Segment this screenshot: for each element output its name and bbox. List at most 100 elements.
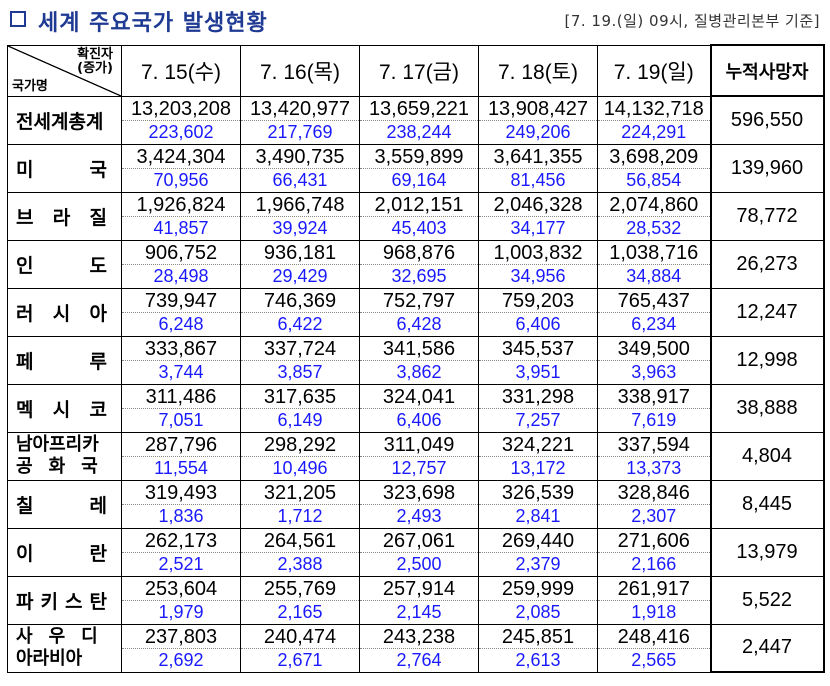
confirmed-cases: 324,041 — [360, 386, 478, 409]
daily-cell: 324,041 6,406 — [359, 383, 479, 433]
confirmed-cases: 267,061 — [360, 530, 478, 553]
daily-cell: 13,908,427 249,206 — [478, 95, 598, 145]
daily-cell: 333,867 3,744 — [121, 335, 241, 385]
new-cases: 13,373 — [626, 457, 682, 478]
new-cases: 1,712 — [277, 505, 323, 526]
confirmed-cases: 1,038,716 — [598, 242, 710, 265]
daily-cell: 968,876 32,695 — [359, 239, 479, 289]
new-cases: 32,695 — [391, 265, 447, 286]
daily-cell: 3,559,899 69,164 — [359, 143, 479, 193]
confirmed-cases: 243,238 — [360, 626, 478, 649]
confirmed-cases: 287,796 — [122, 434, 240, 457]
confirmed-cases: 248,416 — [598, 626, 710, 649]
confirmed-cases: 319,493 — [122, 482, 240, 505]
country-name: 전세계총계 — [7, 95, 122, 145]
new-cases: 3,744 — [158, 361, 204, 382]
daily-cell: 317,635 6,149 — [240, 383, 360, 433]
checkbox-square-icon — [10, 11, 26, 27]
daily-cell: 326,539 2,841 — [478, 479, 598, 529]
new-cases: 12,757 — [391, 457, 447, 478]
total-deaths: 596,550 — [709, 95, 825, 145]
daily-cell: 243,238 2,764 — [359, 623, 479, 673]
new-cases: 7,051 — [158, 409, 204, 430]
new-cases: 3,857 — [277, 361, 323, 382]
new-cases: 2,841 — [515, 505, 561, 526]
new-cases: 6,248 — [158, 313, 204, 334]
daily-cell: 271,606 2,166 — [597, 527, 711, 577]
daily-cell: 13,420,977 217,769 — [240, 95, 360, 145]
daily-cell: 267,061 2,500 — [359, 527, 479, 577]
total-deaths: 13,979 — [709, 527, 825, 577]
total-deaths: 12,998 — [709, 335, 825, 385]
new-cases: 223,602 — [148, 121, 214, 142]
table-row: 멕 시 코 311,486 7,051 317,635 6,149 324,041 6,406 3… — [7, 383, 825, 433]
covid-country-table: 확진자 (증가) 국가명 7. 15(수) 7. 16(목) 7. 17(금) 7… — [7, 44, 825, 673]
daily-cell: 3,490,735 66,431 — [240, 143, 360, 193]
confirmed-cases: 257,914 — [360, 578, 478, 601]
table-row: 칠 레 319,493 1,836 321,205 1,712 323,698 2,493 32… — [7, 479, 825, 529]
total-deaths-header: 누적사망자 — [709, 44, 825, 97]
daily-cell: 255,769 2,165 — [240, 575, 360, 625]
new-cases: 2,307 — [631, 505, 677, 526]
new-cases: 1,979 — [158, 601, 204, 622]
confirmed-cases: 331,298 — [479, 386, 597, 409]
new-cases: 7,619 — [631, 409, 677, 430]
total-deaths: 12,247 — [709, 287, 825, 337]
daily-cell: 13,659,221 238,244 — [359, 95, 479, 145]
new-cases: 34,884 — [626, 265, 682, 286]
confirmed-cases: 349,500 — [598, 338, 710, 361]
new-cases: 249,206 — [505, 121, 571, 142]
daily-cell: 324,221 13,172 — [478, 431, 598, 481]
daily-cell: 331,298 7,257 — [478, 383, 598, 433]
new-cases: 2,671 — [277, 649, 323, 670]
new-cases: 3,963 — [631, 361, 677, 382]
source-note: [7. 19.(일) 09시, 질병관리본부 기준] — [564, 12, 820, 30]
daily-cell: 237,803 2,692 — [121, 623, 241, 673]
confirmed-cases: 317,635 — [241, 386, 359, 409]
confirmed-cases: 2,046,328 — [479, 194, 597, 217]
corner-confirmed-label: 확진자 (증가) — [77, 46, 113, 76]
corner-country-label: 국가명 — [12, 78, 48, 94]
confirmed-cases: 968,876 — [360, 242, 478, 265]
new-cases: 6,428 — [396, 313, 442, 334]
page-title: 세계 주요국가 발생현황 — [38, 11, 268, 36]
confirmed-cases: 1,926,824 — [122, 194, 240, 217]
daily-cell: 1,966,748 39,924 — [240, 191, 360, 241]
confirmed-cases: 323,698 — [360, 482, 478, 505]
daily-cell: 345,537 3,951 — [478, 335, 598, 385]
new-cases: 2,165 — [277, 601, 323, 622]
daily-cell: 3,424,304 70,956 — [121, 143, 241, 193]
confirmed-cases: 245,851 — [479, 626, 597, 649]
corner-header: 확진자 (증가) 국가명 — [7, 44, 122, 97]
daily-cell: 349,500 3,963 — [597, 335, 711, 385]
table-row: 전세계총계 13,203,208 223,602 13,420,977 217,769 1… — [7, 95, 825, 145]
daily-cell: 298,292 10,496 — [240, 431, 360, 481]
total-deaths: 139,960 — [709, 143, 825, 193]
confirmed-cases: 3,641,355 — [479, 146, 597, 169]
new-cases: 34,956 — [510, 265, 566, 286]
new-cases: 70,956 — [153, 169, 209, 190]
date-header: 7. 19(일) — [597, 44, 711, 97]
country-name: 남아프리카 공 화 국 — [7, 431, 122, 481]
new-cases: 81,456 — [510, 169, 566, 190]
daily-cell: 257,914 2,145 — [359, 575, 479, 625]
new-cases: 3,951 — [515, 361, 561, 382]
confirmed-cases: 759,203 — [479, 290, 597, 313]
confirmed-cases: 13,420,977 — [241, 98, 359, 121]
daily-cell: 319,493 1,836 — [121, 479, 241, 529]
new-cases: 224,291 — [621, 121, 687, 142]
new-cases: 2,166 — [631, 553, 677, 574]
new-cases: 10,496 — [272, 457, 328, 478]
